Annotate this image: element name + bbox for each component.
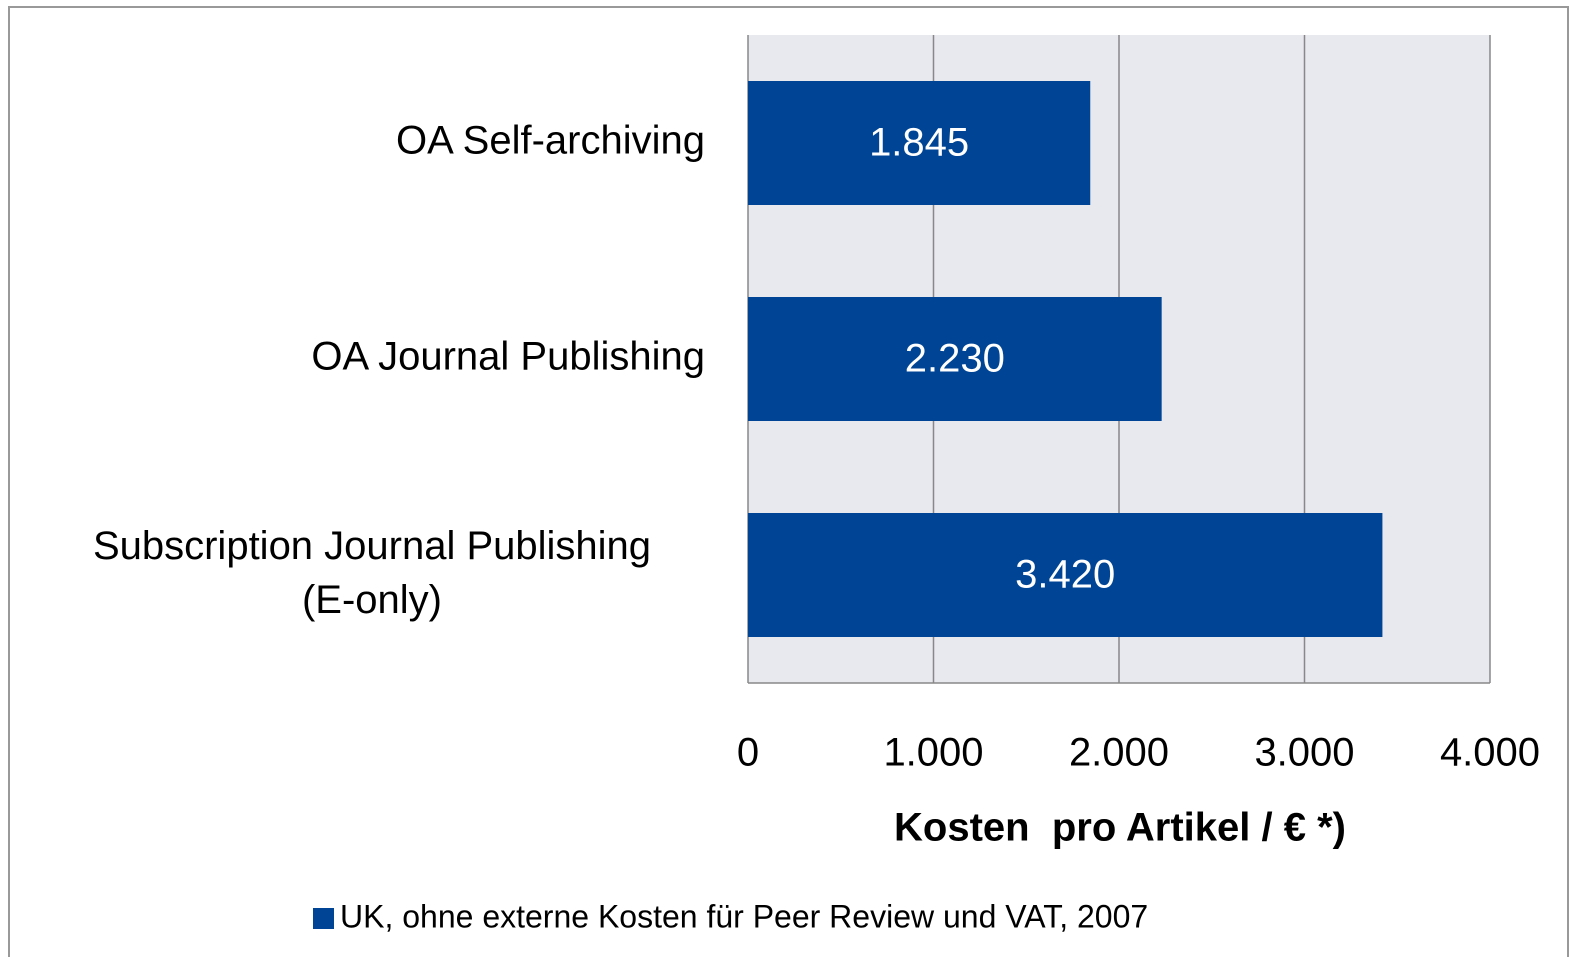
legend-swatch xyxy=(313,908,334,929)
y-tick-label-line: Subscription Journal Publishing xyxy=(93,524,651,568)
bar xyxy=(748,81,1091,205)
y-tick-label-line: (E-only) xyxy=(302,578,442,622)
x-tick-label: 1.000 xyxy=(883,731,983,775)
value-label: 3.420 xyxy=(1015,553,1115,597)
x-axis-title: Kosten pro Artikel / € *) xyxy=(894,806,1346,850)
x-tick-label: 4.000 xyxy=(1440,731,1540,775)
x-tick-label: 3.000 xyxy=(1254,731,1354,775)
y-tick-label: Subscription Journal Publishing (E-only) xyxy=(93,524,651,622)
value-label: 2.230 xyxy=(905,337,1005,381)
frame xyxy=(8,6,1569,957)
legend-label: UK, ohne externe Kosten für Peer Review … xyxy=(340,898,1148,934)
x-tick-label: 2.000 xyxy=(1069,731,1169,775)
bar xyxy=(748,297,1162,421)
y-tick-label: OA Self-archiving xyxy=(396,119,705,163)
y-tick-label: OA Journal Publishing xyxy=(311,335,705,379)
value-label: 1.845 xyxy=(869,121,969,165)
x-tick-label: 0 xyxy=(737,731,759,775)
bar xyxy=(748,513,1383,637)
